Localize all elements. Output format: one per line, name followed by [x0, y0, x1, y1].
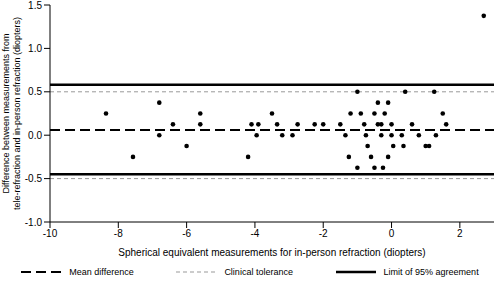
svg-text:1.5: 1.5 [28, 0, 42, 11]
svg-text:-8: -8 [114, 228, 123, 239]
svg-text:-0.5: -0.5 [25, 173, 43, 184]
svg-text:0: 0 [389, 228, 395, 239]
svg-text:0.5: 0.5 [28, 86, 42, 97]
svg-text:0.0: 0.0 [28, 130, 42, 141]
svg-text:2: 2 [457, 228, 463, 239]
svg-text:-10: -10 [43, 228, 58, 239]
svg-text:-6: -6 [182, 228, 191, 239]
html-text:Limit of 95% agreement: Limit of 95% agreement [383, 267, 479, 277]
svg-text:Difference between measurement: Difference between measurements fromtele… [8, 17, 22, 210]
svg-text:-1.0: -1.0 [25, 217, 43, 228]
html-text:Clinical tolerance: Clinical tolerance [224, 267, 293, 277]
svg-text:1.0: 1.0 [28, 43, 42, 54]
svg-text:Spherical equivalent measureme: Spherical equivalent measurements for in… [118, 247, 425, 258]
html-text:Mean difference: Mean difference [69, 267, 134, 277]
svg-text:-4: -4 [250, 228, 259, 239]
svg-text:-2: -2 [319, 228, 328, 239]
